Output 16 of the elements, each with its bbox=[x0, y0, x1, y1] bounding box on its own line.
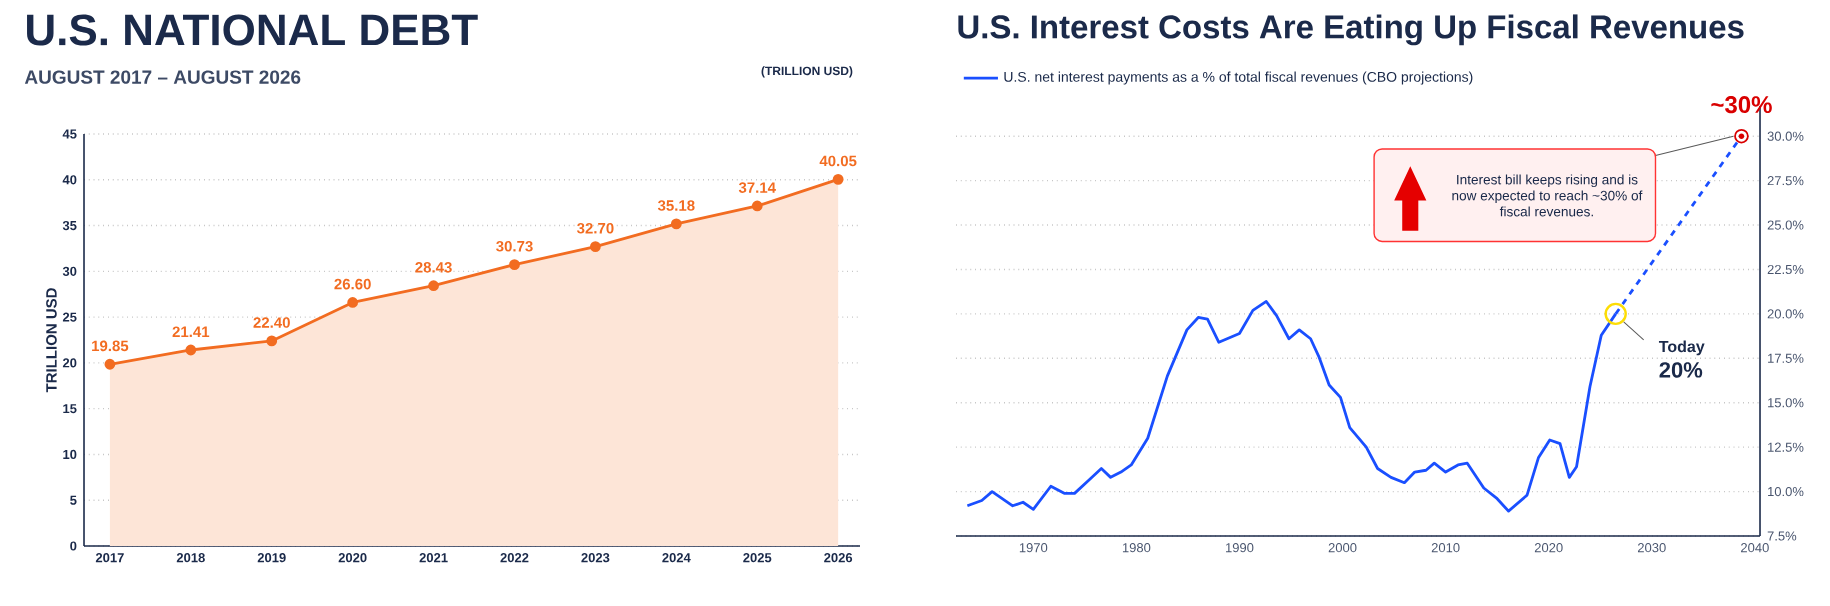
chart-title: U.S. Interest Costs Are Eating Up Fiscal Revenues bbox=[958, 14, 1744, 46]
point bbox=[266, 335, 278, 347]
point bbox=[751, 200, 763, 212]
annotation: 20% bbox=[1659, 362, 1703, 378]
point bbox=[185, 344, 197, 356]
annotation: ~30% bbox=[1711, 96, 1772, 114]
point bbox=[670, 218, 682, 230]
point bbox=[509, 259, 520, 271]
point bbox=[104, 358, 116, 370]
annotation: Today bbox=[1658, 340, 1705, 356]
point bbox=[590, 241, 601, 253]
point bbox=[832, 173, 844, 185]
chart-title: U.S. NATIONAL DEBT bbox=[27, 14, 478, 46]
point bbox=[428, 280, 439, 292]
point bbox=[347, 297, 359, 308]
chart-subtitle: AUGUST 2017 – AUGUST 2026 bbox=[24, 70, 301, 84]
